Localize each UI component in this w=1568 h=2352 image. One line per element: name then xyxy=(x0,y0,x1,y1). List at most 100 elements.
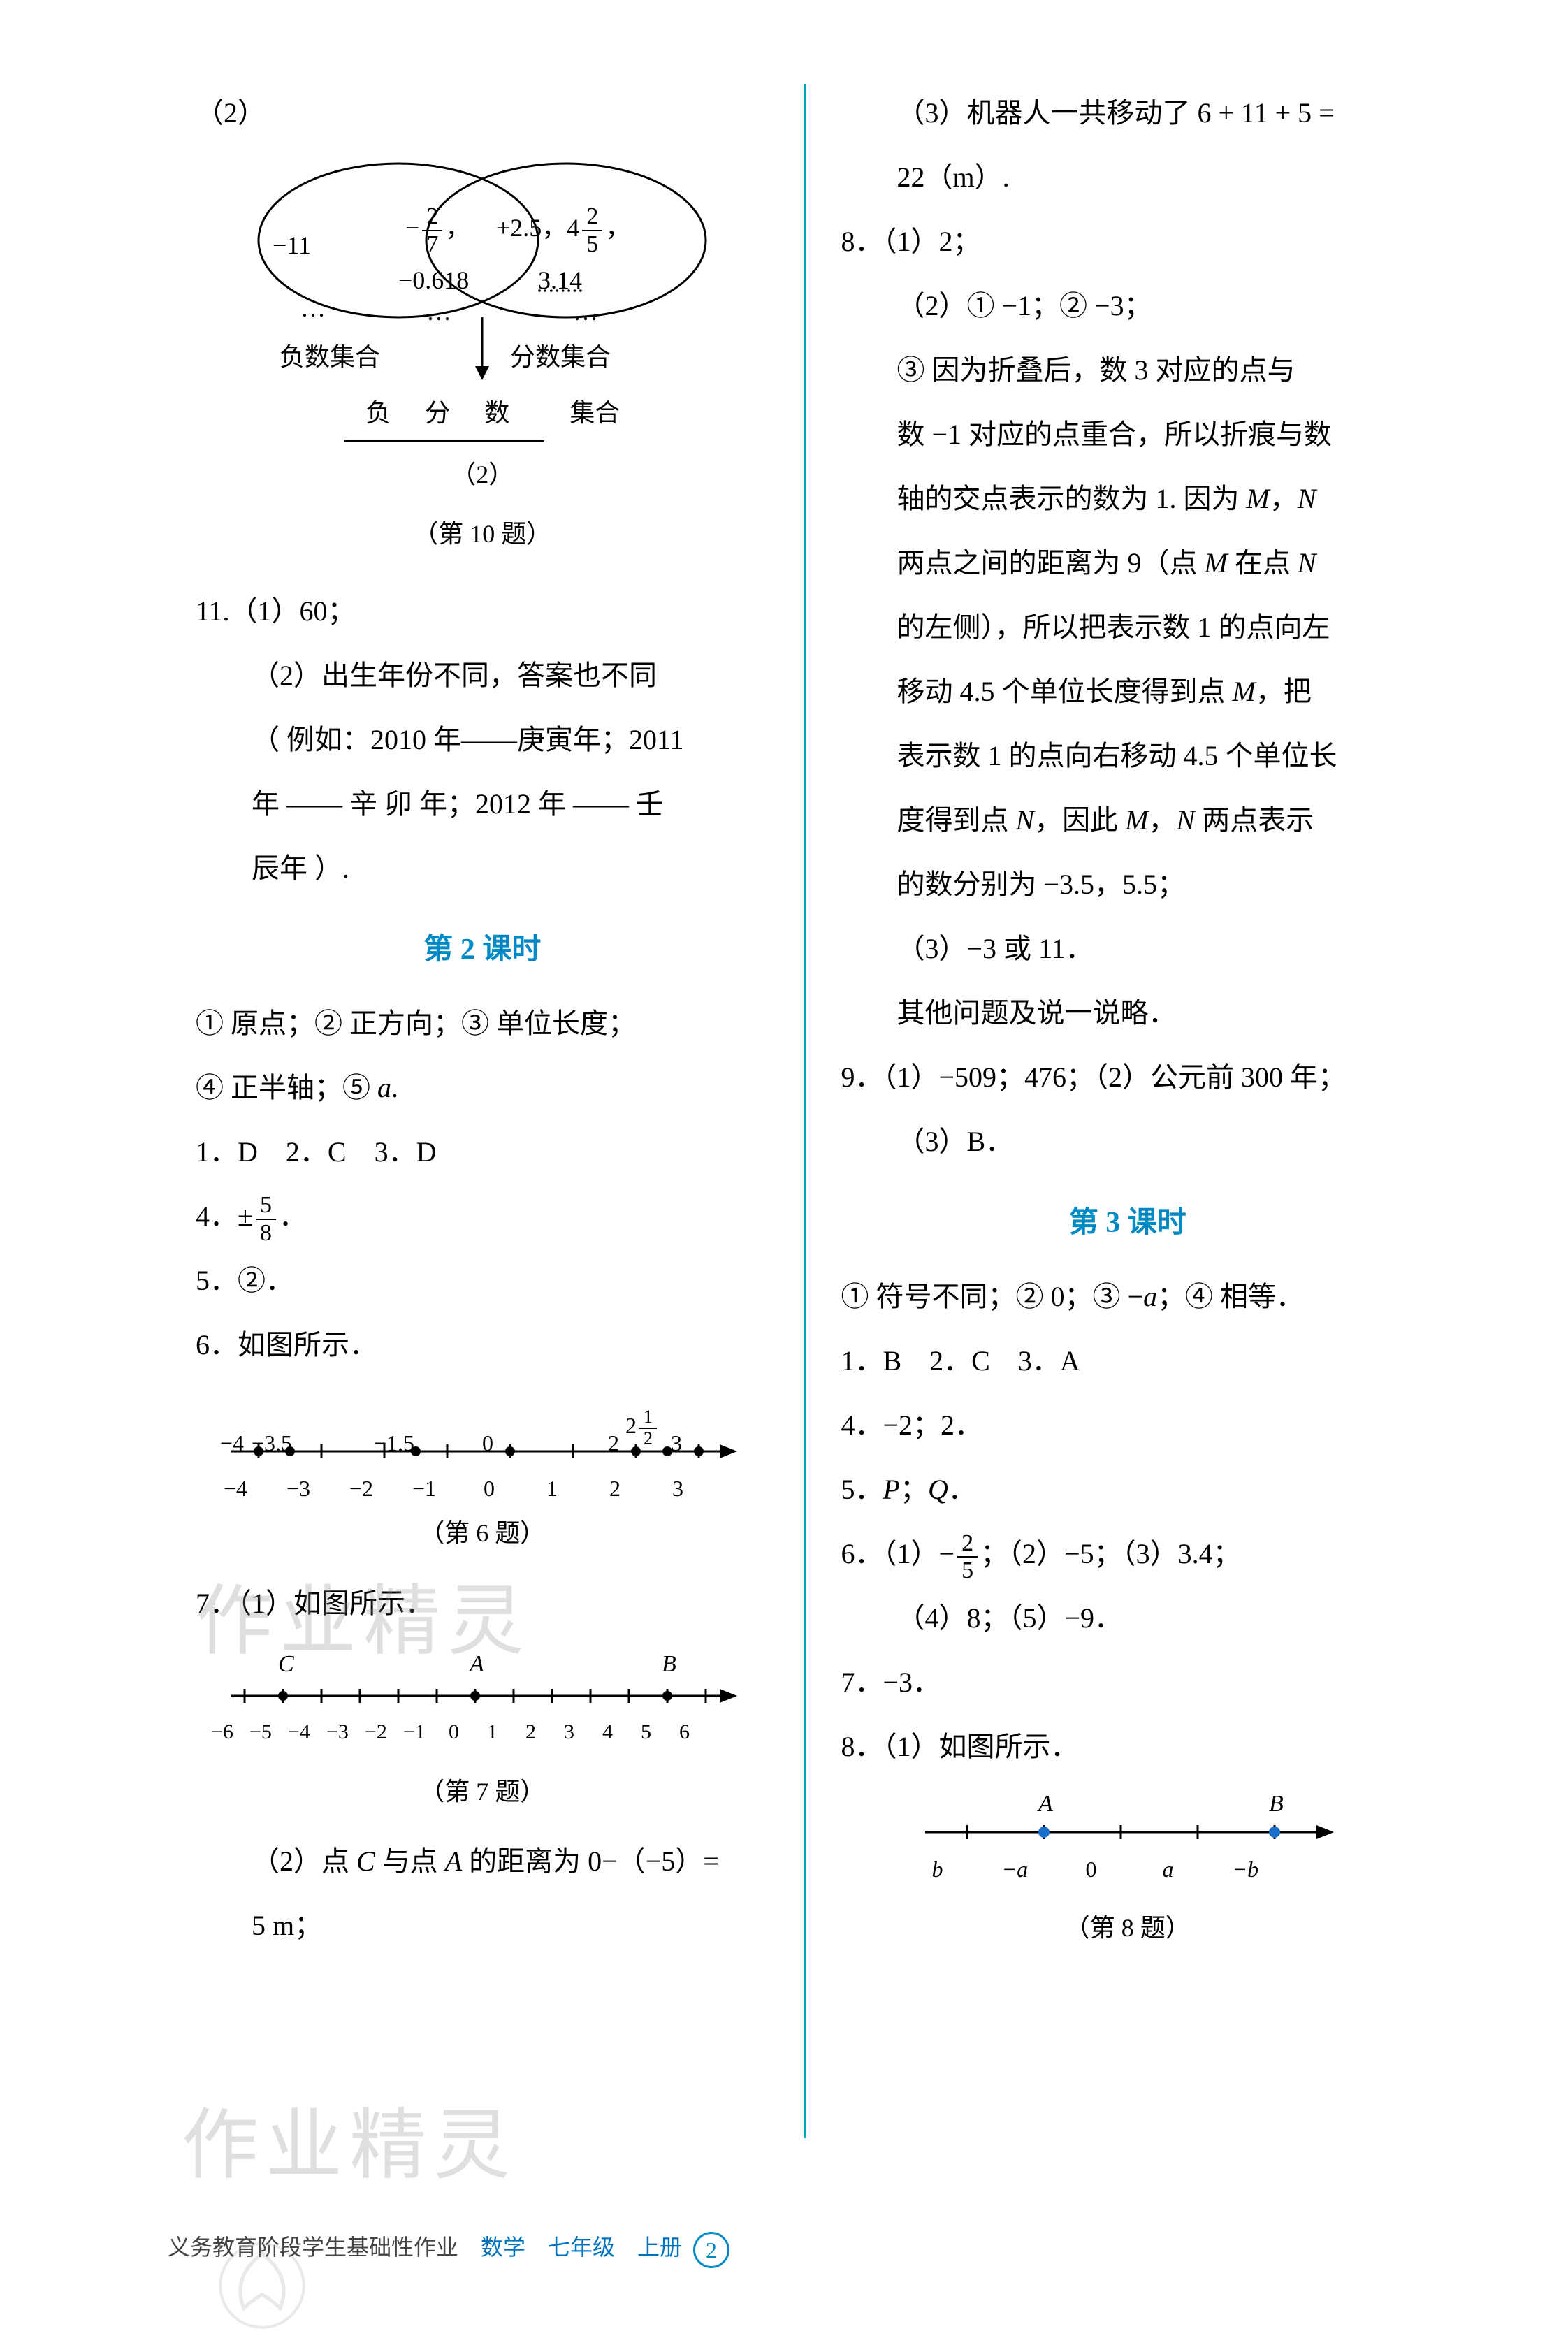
nl6-b7: 3 xyxy=(672,1465,683,1512)
nl6-b5: 1 xyxy=(546,1465,558,1512)
venn-caption: （第 10 题） xyxy=(196,508,769,561)
nl7-t4: −2 xyxy=(365,1710,387,1754)
svg-text:A: A xyxy=(1037,1791,1053,1817)
r-q3-1: （3）机器人一共移动了 6 + 11 + 5 = xyxy=(841,84,1415,143)
q2-label: （2） xyxy=(196,84,769,143)
k3-items: ① 符号不同；② 0；③ −a；④ 相等． xyxy=(841,1268,1415,1326)
k2-q5: 5．②． xyxy=(196,1251,769,1310)
nl6-top-4: 2 xyxy=(608,1420,619,1467)
nl8-t4: −b xyxy=(1233,1846,1259,1893)
k2-q7-1: 7．（1）如图所示． xyxy=(196,1574,769,1633)
r-q8-3j: （3）−3 或 11． xyxy=(841,920,1415,978)
lesson-2-heading: 第 2 课时 xyxy=(196,919,769,980)
k3-q5: 5．P；Q． xyxy=(841,1460,1415,1519)
r-q8-3f: 移动 4.5 个单位长度得到点 M，把 xyxy=(841,662,1415,721)
nl8-t3: a xyxy=(1163,1846,1174,1893)
lesson-3-heading: 第 3 课时 xyxy=(841,1192,1415,1254)
venn-right-item1: +2.5，425， xyxy=(496,202,630,257)
r-q8-3a: ③ 因为折叠后，数 3 对应的点与 xyxy=(841,341,1415,400)
venn-left-dots: … xyxy=(300,282,326,335)
r-q8-3g: 表示数 1 的点向右移动 4.5 个单位长 xyxy=(841,727,1415,785)
venn-left-label: 负数集合 xyxy=(280,331,380,384)
nl7-t11: 5 xyxy=(641,1710,651,1754)
nl6-b0: −4 xyxy=(224,1465,247,1512)
page-number: 2 xyxy=(693,2232,729,2268)
page-footer: 义务教育阶段学生基础性作业 数学 七年级 上册 2 xyxy=(168,2230,1442,2268)
svg-text:C: C xyxy=(278,1651,294,1677)
svg-text:A: A xyxy=(468,1651,484,1677)
r-q8-3d: 两点之间的距离为 9（点 M 在点 N xyxy=(841,534,1415,593)
venn-mid-item1: −27， xyxy=(405,202,470,257)
k2-items1: ① 原点；② 正方向；③ 单位长度； xyxy=(196,994,769,1053)
nl6-top-1: −3.5 xyxy=(252,1420,292,1467)
footer-text: 义务教育阶段学生基础性作业 xyxy=(168,2235,481,2260)
q11-head: 11.（1）60； xyxy=(196,582,769,641)
k3-q6-2: （4）8；（5）−9． xyxy=(841,1589,1415,1648)
venn-mid-dots: … xyxy=(426,286,451,339)
svg-text:B: B xyxy=(662,1651,676,1677)
k2-q7-2b: 5 m； xyxy=(196,1896,769,1955)
nl7-t7: 1 xyxy=(487,1710,498,1754)
nl8-t0: b xyxy=(932,1846,943,1893)
k3-q123: 1．B 2．C 3．A xyxy=(841,1332,1415,1391)
r-q3-2: 22（m）. xyxy=(841,148,1415,207)
venn-left-item: −11 xyxy=(273,219,311,273)
nl6-caption: （第 6 题） xyxy=(196,1507,769,1560)
nl7-t6: 0 xyxy=(449,1710,459,1754)
k3-q4: 4．−2；2． xyxy=(841,1396,1415,1455)
svg-text:B: B xyxy=(1269,1791,1284,1817)
r-q8-3h: 度得到点 N，因此 M，N 两点表示 xyxy=(841,791,1415,850)
nl6-b2: −2 xyxy=(349,1465,373,1512)
nl8-t1: −a xyxy=(1002,1846,1029,1893)
r-q9-1: 9．（1）−509；476；（2）公元前 300 年； xyxy=(841,1048,1415,1107)
r-q8-3c: 轴的交点表示的数为 1. 因为 M，N xyxy=(841,470,1415,528)
r-q8-3e: 的左侧），所以把表示数 1 的点向左 xyxy=(841,598,1415,657)
footer-blue: 数学 七年级 上册 xyxy=(481,2235,682,2260)
nl6-top-0: −4 xyxy=(220,1420,244,1467)
k2-q4: 4．±58． xyxy=(196,1187,769,1246)
q11-b1: （2）出生年份不同，答案也不同 xyxy=(196,646,769,705)
nl7-t9: 3 xyxy=(564,1710,574,1754)
r-q8-2: （2）① −1；② −3； xyxy=(841,277,1415,335)
r-q8-3i: 的数分别为 −3.5，5.5； xyxy=(841,855,1415,914)
venn-subcaption: （2） xyxy=(196,449,769,502)
q11-b4: 辰年 ）. xyxy=(196,839,769,898)
r-q8-3k: 其他问题及说一说略． xyxy=(841,984,1415,1043)
nl6-b6: 2 xyxy=(609,1465,620,1512)
q11-b2: （ 例如：2010 年——庚寅年；2011 xyxy=(196,711,769,769)
venn-arrow-label: 负 分 数 集合 xyxy=(196,387,769,442)
nl7-t5: −1 xyxy=(403,1710,426,1754)
nl7-t1: −5 xyxy=(249,1710,272,1754)
venn-right-label: 分数集合 xyxy=(510,331,611,384)
nl6-b3: −1 xyxy=(412,1465,436,1512)
nl7-t3: −3 xyxy=(326,1710,349,1754)
nl7-t0: −6 xyxy=(211,1710,233,1754)
nl7-t12: 6 xyxy=(679,1710,690,1754)
k2-q6: 6．如图所示． xyxy=(196,1316,769,1374)
q11-b3: 年 —— 辛 卯 年；2012 年 —— 壬 xyxy=(196,775,769,834)
k3-q7: 7．−3． xyxy=(841,1653,1415,1712)
r-q9-2: （3）B． xyxy=(841,1112,1415,1171)
nl7-caption: （第 7 题） xyxy=(196,1766,769,1819)
k3-q6: 6．（1）−25；（2）−5；（3）3.4； xyxy=(841,1525,1415,1583)
nl6-top-2: −1.5 xyxy=(374,1420,414,1467)
nl8-caption: （第 8 题） xyxy=(841,1902,1415,1955)
left-column: （2） −11 … −27， −0.618 … +2.5，425， xyxy=(168,84,806,2138)
right-column: （3）机器人一共移动了 6 + 11 + 5 = 22（m）. 8．（1）2； … xyxy=(806,84,1443,2138)
nl6-b1: −3 xyxy=(286,1465,310,1512)
numberline-8: A B xyxy=(904,1783,1351,1874)
k2-items2: ④ 正半轴；⑤ a. xyxy=(196,1059,769,1117)
k3-q8: 8．（1）如图所示． xyxy=(841,1718,1415,1776)
nl6-top-frac: 212 xyxy=(625,1402,660,1449)
nl7-t8: 2 xyxy=(525,1710,536,1754)
nl6-top-6: 3 xyxy=(671,1420,682,1467)
nl7-t10: 4 xyxy=(602,1710,613,1754)
two-column-layout: （2） −11 … −27， −0.618 … +2.5，425， xyxy=(168,84,1442,2138)
nl6-top-3: 0 xyxy=(482,1420,493,1467)
corner-logo-icon xyxy=(217,2240,307,2331)
k2-q123: 1．D 2．C 3．D xyxy=(196,1123,769,1182)
r-q8-head: 8．（1）2； xyxy=(841,212,1415,271)
nl6-b4: 0 xyxy=(484,1465,495,1512)
nl7-t2: −4 xyxy=(288,1710,310,1754)
k2-q7-2: （2）点 C 与点 A 的距离为 0−（−5）= xyxy=(196,1832,769,1891)
